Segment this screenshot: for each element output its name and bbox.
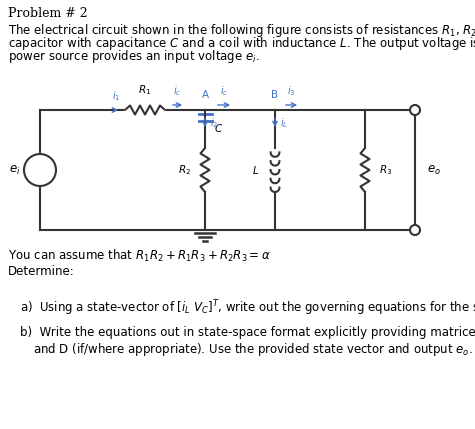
- Text: Problem # 2: Problem # 2: [8, 7, 87, 20]
- Text: $i_c$: $i_c$: [173, 84, 181, 98]
- Text: $i_c$: $i_c$: [220, 84, 228, 98]
- Circle shape: [410, 105, 420, 115]
- Text: $i_L$: $i_L$: [280, 116, 288, 130]
- Text: $e_o$: $e_o$: [427, 163, 441, 177]
- Text: $i_3$: $i_3$: [287, 84, 295, 98]
- Text: and D (if/where appropriate). Use the provided state vector and output $e_o$.: and D (if/where appropriate). Use the pr…: [33, 341, 473, 358]
- Text: A: A: [201, 90, 209, 100]
- Text: power source provides an input voltage $e_i$.: power source provides an input voltage $…: [8, 48, 260, 65]
- Text: $i_1$: $i_1$: [112, 89, 120, 103]
- Text: $i_2$: $i_2$: [210, 116, 218, 130]
- Text: b)  Write the equations out in state-space format explicitly providing matrices : b) Write the equations out in state-spac…: [20, 326, 475, 339]
- Text: $C$: $C$: [214, 122, 223, 134]
- Circle shape: [410, 225, 420, 235]
- Text: $R_1$: $R_1$: [138, 83, 152, 97]
- Text: capacitor with capacitance $C$ and a coil with inductance $L$. The output voltag: capacitor with capacitance $C$ and a coi…: [8, 35, 475, 52]
- Text: Determine:: Determine:: [8, 265, 75, 278]
- Text: $R_2$: $R_2$: [178, 163, 191, 177]
- Text: The electrical circuit shown in the following figure consists of resistances $R_: The electrical circuit shown in the foll…: [8, 22, 475, 39]
- Text: $L$: $L$: [252, 164, 259, 176]
- Text: You can assume that $R_1R_2 + R_1R_3 + R_2R_3 = \alpha$: You can assume that $R_1R_2 + R_1R_3 + R…: [8, 248, 271, 264]
- Text: $R_3$: $R_3$: [379, 163, 392, 177]
- Text: $e_i$: $e_i$: [9, 163, 20, 177]
- Text: B: B: [271, 90, 278, 100]
- Text: a)  Using a state-vector of $[i_L\ V_C]^T$, write out the governing equations fo: a) Using a state-vector of $[i_L\ V_C]^T…: [20, 298, 475, 317]
